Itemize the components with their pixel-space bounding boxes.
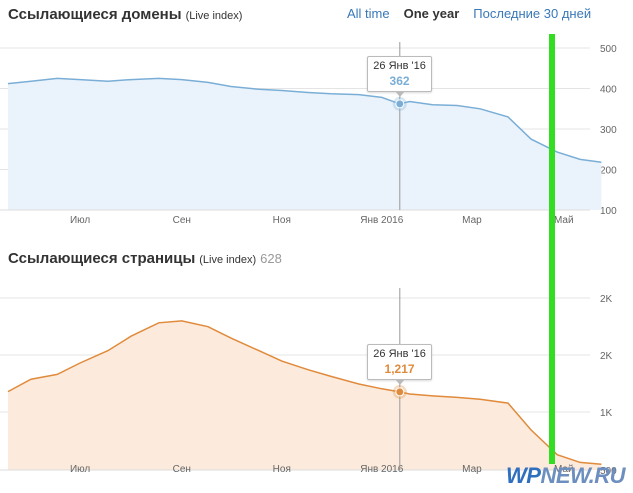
domains-title-row: Ссылающиеся домены (Live index) <box>8 6 242 23</box>
range-one-year[interactable]: One year <box>403 6 460 21</box>
x-tick-label: Сен <box>173 464 191 475</box>
x-tick-label: Сен <box>173 215 191 226</box>
pages-tooltip-value: 1,217 <box>384 361 415 376</box>
pages-tooltip-date: 26 Янв '16 <box>373 347 426 360</box>
domains-subtitle: (Live index) <box>185 10 243 22</box>
y-tick-label: 100 <box>600 206 617 217</box>
x-tick-label: Май <box>554 215 574 226</box>
x-tick-label: Мар <box>462 215 482 226</box>
range-all-time[interactable]: All time <box>347 6 390 21</box>
domains-tooltip: 26 Янв '16 362 <box>367 55 432 97</box>
x-tick-label: Янв 2016 <box>360 215 404 226</box>
y-tick-label: 1K <box>600 408 613 419</box>
x-tick-label: Май <box>554 464 574 475</box>
x-tick-label: Ноя <box>273 464 291 475</box>
watermark-part2: NEW.RU <box>540 463 626 488</box>
x-tick-label: Янв 2016 <box>360 464 404 475</box>
y-tick-label: 500 <box>600 466 617 477</box>
domains-title: Ссылающиеся домены <box>8 6 182 23</box>
pages-tooltip: 26 Янв '16 1,217 <box>367 343 432 385</box>
pages-title-row: Ссылающиеся страницы (Live index) 628 <box>8 250 282 267</box>
x-tick-label: Июл <box>70 215 90 226</box>
domains-area <box>8 78 602 211</box>
y-tick-label: 400 <box>600 85 617 96</box>
y-tick-label: 2K <box>600 351 613 362</box>
pages-area <box>8 320 602 470</box>
domains-tooltip-date: 26 Янв '16 <box>373 59 426 72</box>
watermark-part1: WP <box>506 463 541 488</box>
y-tick-label: 2K <box>600 294 613 305</box>
x-tick-label: Июл <box>70 464 90 475</box>
pages-count: 628 <box>260 251 282 266</box>
annotation-marker-line <box>549 34 555 464</box>
watermark-logo: WPNEW.RU <box>506 463 626 489</box>
y-tick-label: 500 <box>600 44 617 55</box>
pages-line <box>7 320 602 466</box>
range-selector: All time One year Последние 30 дней <box>333 6 591 21</box>
range-30-days[interactable]: Последние 30 дней <box>473 6 592 21</box>
pages-chart: 2K 2K 1K 500 Июл Сен Ноя Янв 2016 Мар Май <box>0 288 617 477</box>
pages-title: Ссылающиеся страницы <box>8 250 196 267</box>
domains-line <box>7 77 602 163</box>
y-tick-label: 200 <box>600 166 617 177</box>
x-tick-label: Мар <box>462 464 482 475</box>
x-tick-label: Ноя <box>273 215 291 226</box>
pages-subtitle: (Live index) <box>199 254 257 266</box>
highlight-point <box>395 387 405 397</box>
domains-chart: 500 400 300 200 100 Июл Сен Ноя Янв 2016 Мар Май <box>0 42 617 226</box>
domains-tooltip-value: 362 <box>389 73 410 88</box>
highlight-point <box>395 99 405 109</box>
y-tick-label: 300 <box>600 125 617 136</box>
